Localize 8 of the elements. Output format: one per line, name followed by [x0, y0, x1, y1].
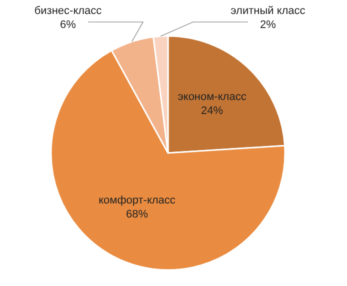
slice-label: эконом-класс: [178, 91, 247, 104]
data-label: 68%: [126, 208, 148, 220]
slice-label: элитный класс: [230, 5, 306, 17]
slice-label: бизнес-класс: [34, 5, 102, 17]
data-label: 6%: [60, 19, 76, 31]
slice-label: комфорт-класс: [98, 194, 176, 206]
data-label: 2%: [260, 19, 276, 31]
data-label: 24%: [201, 105, 224, 118]
